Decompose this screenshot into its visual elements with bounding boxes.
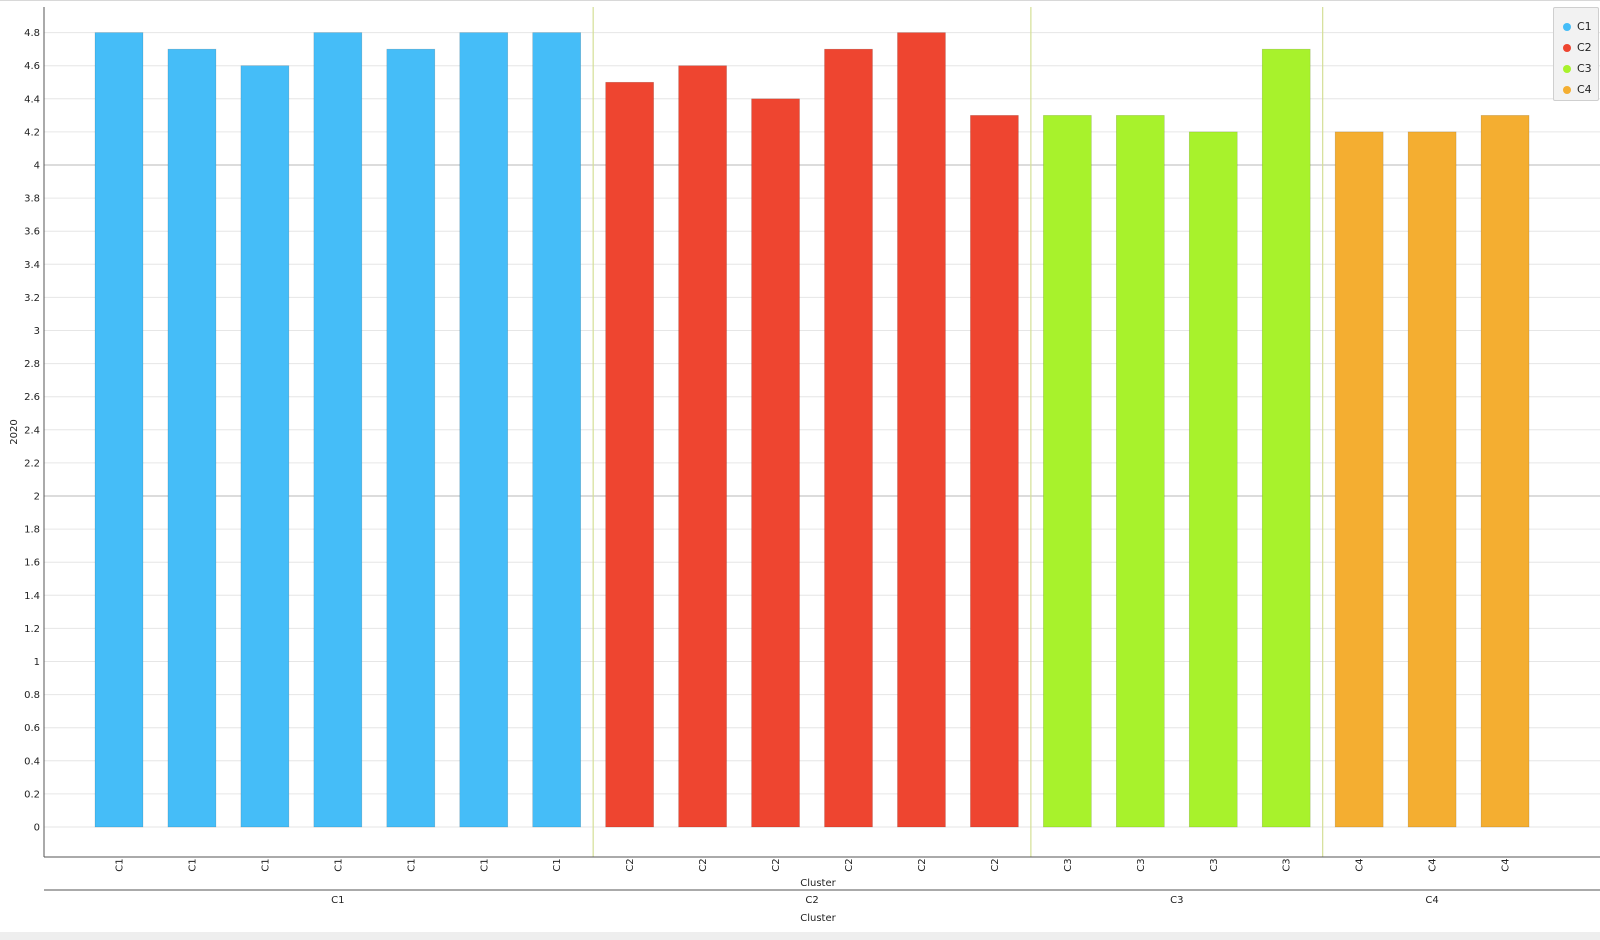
bar-c2 xyxy=(824,48,873,828)
y-tick-label: 3.2 xyxy=(24,293,40,304)
x-tick-label: C4 xyxy=(1501,858,1512,871)
bar-c1 xyxy=(386,48,436,828)
legend-label-c1: C1 xyxy=(1577,20,1592,33)
bar-c1 xyxy=(94,32,144,828)
y-tick-label: 1.2 xyxy=(24,624,40,635)
y-tick-label: 0.8 xyxy=(24,690,40,701)
x-tick-label: C4 xyxy=(1428,858,1439,871)
y-tick-label: 1.6 xyxy=(24,558,40,569)
bar-c3 xyxy=(1261,48,1311,828)
bar-c1 xyxy=(532,32,582,828)
y-tick-label: 4 xyxy=(34,161,40,172)
y-tick-label: 4.2 xyxy=(24,127,40,138)
x-tick-label: C2 xyxy=(771,858,782,871)
y-tick-label: 4.8 xyxy=(24,28,40,39)
x-tick-label: C2 xyxy=(625,858,636,871)
y-tick-label: 2.6 xyxy=(24,392,40,403)
legend-marker-c3 xyxy=(1563,64,1571,73)
bar-c1 xyxy=(313,32,363,828)
y-tick-label: 4.4 xyxy=(24,94,40,105)
bars xyxy=(94,32,1530,828)
bar-c1 xyxy=(240,65,290,828)
y-tick-label: 3.8 xyxy=(24,194,40,205)
x-tick-label: C1 xyxy=(333,858,344,871)
legend-item-c4[interactable]: C4 xyxy=(1554,79,1598,100)
group-label: C2 xyxy=(805,895,818,906)
x-tick-label: C2 xyxy=(844,858,855,871)
axes xyxy=(43,7,1600,891)
y-tick-label: 0.6 xyxy=(24,723,40,734)
y-tick-label: 0.4 xyxy=(24,756,40,767)
bottom-strip xyxy=(0,932,1600,940)
bar-c4 xyxy=(1334,131,1384,828)
bar-c2 xyxy=(897,32,946,828)
legend-item-c1[interactable]: C1 xyxy=(1554,16,1598,37)
y-tick-label: 2.2 xyxy=(24,458,40,469)
x-tick-label: C3 xyxy=(1136,858,1147,871)
y-tick-label: 1 xyxy=(34,657,40,668)
x-tick-label: C1 xyxy=(406,858,417,871)
x-tick-label: C1 xyxy=(552,858,563,871)
y-tick-label: 1.8 xyxy=(24,525,40,536)
x-tick-label: C2 xyxy=(990,858,1001,871)
x-tick-label: C4 xyxy=(1355,858,1366,871)
bar-c1 xyxy=(459,32,509,828)
x-tick-label: C1 xyxy=(187,858,198,871)
bar-c2 xyxy=(678,65,727,828)
bar-c3 xyxy=(1116,115,1165,828)
legend-marker-c4 xyxy=(1563,85,1571,94)
bar-c3 xyxy=(1043,115,1092,828)
y-axis-title: 2020 xyxy=(9,419,20,444)
x-tick-label: C1 xyxy=(260,858,271,871)
bar-c2 xyxy=(605,81,654,828)
legend-marker-c1 xyxy=(1563,22,1571,31)
group-label: C3 xyxy=(1170,895,1183,906)
x-tick-label: C2 xyxy=(917,858,928,871)
bar-c4 xyxy=(1480,115,1530,828)
legend-item-c3[interactable]: C3 xyxy=(1554,58,1598,79)
group-labels: C1 C2 C3 C4 xyxy=(331,895,1439,906)
y-tick-label: 1.4 xyxy=(24,591,40,602)
bar-c4 xyxy=(1407,131,1457,828)
y-tick-label: 2 xyxy=(34,492,40,503)
bar-c2 xyxy=(970,115,1019,828)
y-tick-label: 3.6 xyxy=(24,227,40,238)
y-tick-label: 3 xyxy=(34,326,40,337)
x-tick-label: C3 xyxy=(1209,858,1220,871)
group-axis-title: Cluster xyxy=(800,913,836,924)
cluster-separators xyxy=(592,7,1324,857)
bar-c2 xyxy=(751,98,800,828)
bar-c3 xyxy=(1188,131,1238,828)
y-tick-label: 4.6 xyxy=(24,61,40,72)
legend: C1 C2 C3 C4 xyxy=(1553,7,1599,101)
y-tick-label: 2.4 xyxy=(24,425,40,436)
legend-marker-c2 xyxy=(1563,43,1571,52)
x-tick-label: C1 xyxy=(115,858,126,871)
y-tick-label: 0 xyxy=(34,823,40,834)
legend-label-c4: C4 xyxy=(1577,83,1592,96)
legend-label-c3: C3 xyxy=(1577,62,1592,75)
x-tick-label: C2 xyxy=(698,858,709,871)
y-tick-label: 2.8 xyxy=(24,359,40,370)
x-axis-title: Cluster xyxy=(800,878,836,889)
group-label: C1 xyxy=(331,895,344,906)
legend-label-c2: C2 xyxy=(1577,41,1592,54)
y-tick-label: 3.4 xyxy=(24,260,40,271)
bar-c1 xyxy=(167,48,217,828)
legend-item-c2[interactable]: C2 xyxy=(1554,37,1598,58)
x-tick-label: C3 xyxy=(1063,858,1074,871)
x-tick-label: C1 xyxy=(479,858,490,871)
group-label: C4 xyxy=(1425,895,1438,906)
x-tick-labels: C1 C1 C1 C1 C1 C1 C1 C2 C2 C2 C2 C2 C2 C3 C3 C3 C3 C4 C4 C4 xyxy=(115,858,1512,871)
x-tick-label: C3 xyxy=(1282,858,1293,871)
y-tick-label: 0.2 xyxy=(24,789,40,800)
y-tick-labels: 0 0.2 0.4 0.6 0.8 1 1.2 1.4 1.6 1.8 2 2.2 2.4 2.6 2.8 3… xyxy=(24,28,40,833)
